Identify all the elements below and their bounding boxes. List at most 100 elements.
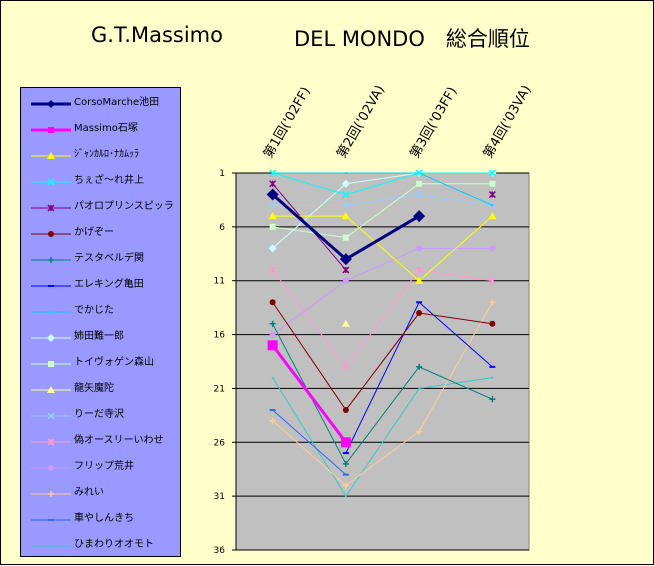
data-point [269, 201, 277, 209]
data-point [47, 334, 55, 342]
legend-label: ｼﾞｬﾝｶﾙﾛ･ﾅｶﾑｯﾗ [74, 149, 139, 160]
legend-label: トイヴォゲン森山 [74, 357, 154, 368]
legend-label: りーだ寺沢 [74, 409, 124, 420]
data-point [47, 386, 55, 393]
data-point [488, 277, 496, 285]
data-point [50, 545, 52, 547]
data-point [415, 191, 423, 199]
series-line [269, 299, 496, 413]
legend-label: 龍矢魔陀 [74, 383, 114, 394]
legend-symbol [31, 386, 71, 393]
y-tick-label: 26 [214, 438, 226, 448]
data-point [342, 363, 350, 371]
data-point [491, 376, 494, 379]
data-point [342, 234, 349, 241]
legend-item: パオロプリンスピッラ [21, 198, 181, 218]
data-point [269, 180, 277, 188]
legend-label: 車やしんきち [74, 513, 134, 524]
legend-label: エレキング亀田 [74, 279, 144, 290]
data-point [48, 465, 54, 471]
legend-item: 龍矢魔陀 [21, 380, 181, 400]
data-point [47, 438, 55, 446]
data-point [413, 210, 426, 223]
legend-item: でかじた [21, 302, 181, 322]
data-point [342, 277, 349, 284]
chart-title-right: DEL MONDO 総合順位 [294, 27, 530, 51]
data-point [341, 212, 350, 220]
legend-item: CorsoMarche池田 [21, 94, 181, 114]
data-point [268, 244, 277, 253]
legend-item: ｼﾞｬﾝｶﾙﾛ･ﾅｶﾑｯﾗ [21, 146, 181, 166]
data-point [341, 319, 350, 327]
y-tick-label: 21 [214, 384, 225, 394]
series-path [272, 194, 493, 206]
chart-title-left: G.T.Massimo [91, 23, 223, 47]
legend-label: Massimo石塚 [74, 123, 138, 134]
legend-item: ひまわりオオモト [21, 536, 181, 556]
legend-item: フリップ荒井 [21, 458, 181, 478]
legend-label: ちぇざ～れ井上 [74, 175, 144, 186]
data-point [48, 491, 54, 497]
data-point [340, 437, 351, 448]
data-point [271, 376, 274, 379]
legend-symbol [31, 438, 71, 446]
data-point [491, 204, 494, 207]
data-point [489, 396, 496, 403]
legend-label: 姉田難一郎 [74, 331, 124, 342]
legend-symbol [31, 204, 71, 212]
legend-symbol [31, 545, 71, 547]
series-line [269, 191, 496, 209]
data-point [342, 460, 349, 467]
series-path [272, 409, 347, 475]
y-tick-label: 31 [214, 492, 225, 502]
x-category-label: 第4回('03VA) [481, 83, 535, 161]
data-point [416, 428, 423, 435]
legend-symbol [31, 152, 71, 159]
legend-item: かげぞー [21, 224, 181, 244]
data-point [269, 331, 276, 338]
data-point [415, 276, 424, 284]
series-path [272, 172, 493, 206]
data-point [267, 340, 278, 351]
data-point [342, 201, 350, 209]
data-point [416, 363, 423, 370]
legend-item: Massimo石塚 [21, 120, 181, 140]
legend-symbol [31, 465, 71, 471]
legend-symbol [31, 231, 71, 237]
series-path [272, 301, 493, 411]
legend-symbol [31, 127, 71, 133]
series-line [342, 301, 496, 455]
legend-item: テスタベルデ関 [21, 250, 181, 270]
series-path [272, 302, 493, 487]
data-point [488, 191, 496, 199]
data-point [489, 299, 496, 306]
chart-title: G.T.Massimo DEL MONDO 総合順位 [1, 23, 654, 59]
data-point [342, 482, 349, 489]
data-point [48, 257, 54, 263]
legend-symbol [31, 361, 71, 367]
data-point [341, 179, 350, 188]
y-tick-label: 11 [214, 277, 225, 287]
data-point [415, 266, 423, 274]
legend-symbol [31, 100, 71, 108]
data-point [342, 406, 349, 413]
legend-label: ひまわりオオモト [74, 539, 154, 550]
legend-symbol [31, 334, 71, 342]
legend-label: 偽オースリーいわせ [74, 435, 164, 446]
data-point [344, 172, 347, 174]
legend-label: かげぞー [74, 227, 114, 238]
data-point [269, 169, 277, 177]
legend-symbol [31, 412, 71, 420]
data-point [488, 169, 496, 177]
series-path [271, 344, 348, 444]
legend-item: 姉田難一郎 [21, 328, 181, 348]
legend-item: 車やしんきち [21, 510, 181, 530]
data-point [415, 169, 423, 177]
data-point [47, 178, 55, 186]
data-point [416, 180, 423, 187]
series-line [267, 340, 351, 448]
data-point [489, 180, 496, 187]
data-point [47, 412, 55, 420]
data-point [342, 191, 350, 199]
